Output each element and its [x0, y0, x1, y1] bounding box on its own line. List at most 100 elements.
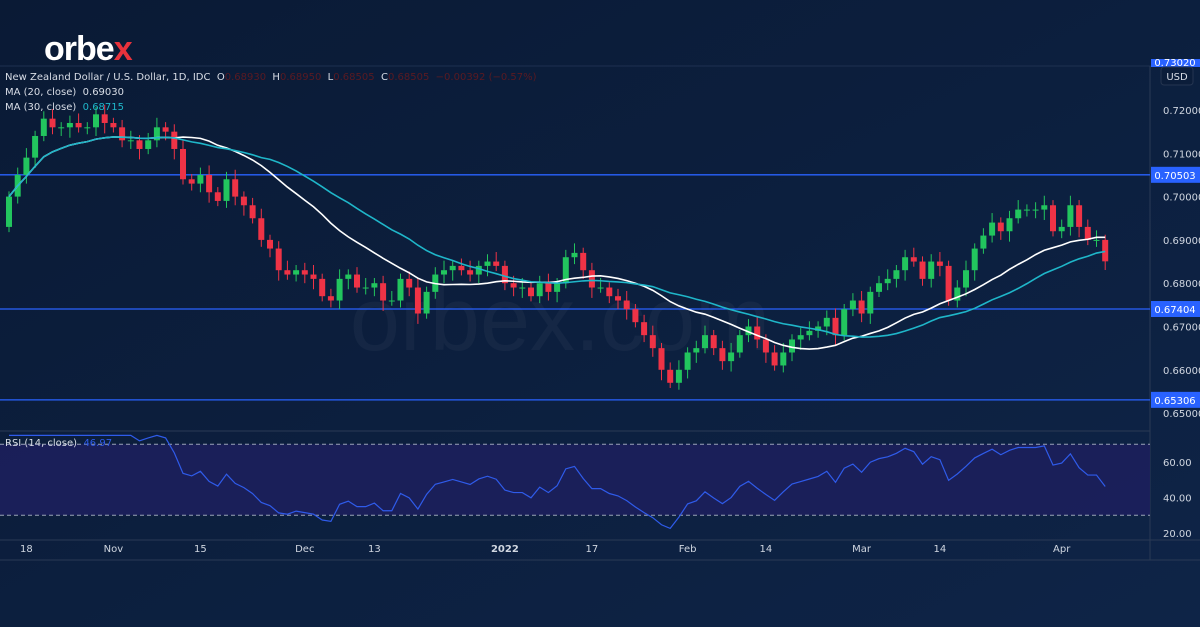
candle-down: [284, 270, 291, 275]
candle-down: [858, 300, 865, 314]
candle-down: [658, 348, 665, 370]
time-tick-label: 15: [194, 544, 207, 555]
ma20-legend[interactable]: MA (20, close) 0.69030: [5, 87, 124, 98]
candle-down: [180, 148, 186, 180]
candle-up: [1041, 205, 1048, 210]
time-tick-label: Apr: [1053, 544, 1071, 555]
ma30-legend[interactable]: MA (30, close) 0.68715: [5, 102, 124, 113]
time-tick-label: 18: [20, 544, 33, 555]
candle-down: [301, 270, 308, 275]
rsi-tick-label: 20.00: [1163, 529, 1192, 540]
candle-up: [1093, 239, 1100, 241]
candle-up: [849, 300, 856, 310]
candle-down: [1102, 239, 1109, 262]
candle-up: [684, 352, 691, 370]
candle-up: [371, 283, 378, 288]
candle-up: [58, 127, 65, 129]
candle-down: [754, 326, 761, 340]
candle-down: [719, 348, 726, 362]
candle-down: [171, 131, 178, 149]
currency-label: USD: [1166, 72, 1188, 83]
candle-up: [519, 287, 526, 289]
candle-up: [571, 252, 578, 258]
candle-up: [449, 265, 456, 271]
candle-down: [162, 127, 169, 132]
candle-up: [823, 317, 830, 327]
candle-down: [588, 270, 595, 288]
orbex-logo: orbex: [44, 30, 133, 69]
candle-down: [414, 287, 421, 314]
candle-down: [1084, 226, 1091, 240]
candle-up: [1006, 218, 1013, 232]
time-tick-label: 13: [368, 544, 381, 555]
candle-up: [902, 257, 909, 271]
candle-up: [954, 287, 961, 301]
candle-down: [406, 278, 413, 288]
candle-down: [945, 265, 952, 301]
candle-up: [797, 335, 804, 340]
candle-up: [484, 261, 491, 266]
candle-down: [232, 179, 239, 197]
rsi-tick-label: 40.00: [1163, 494, 1192, 505]
candle-down: [832, 317, 839, 336]
candle-down: [771, 352, 778, 366]
candle-up: [153, 127, 160, 141]
candle-down: [267, 239, 273, 249]
candle-up: [702, 335, 708, 349]
rsi-value: 46.97: [83, 438, 113, 449]
candle-down: [101, 114, 108, 123]
candle-down: [501, 265, 508, 284]
low-label: L: [327, 72, 334, 83]
candle-up: [223, 179, 230, 201]
candle-up: [293, 270, 300, 275]
candle-up: [32, 135, 39, 158]
candle-down: [615, 296, 621, 301]
candle-up: [1032, 209, 1039, 211]
candle-down: [258, 218, 265, 240]
candle-down: [206, 174, 213, 193]
high-label: H: [272, 72, 280, 83]
ma20-line: [8, 136, 1106, 350]
symbol-title: New Zealand Dollar / U.S. Dollar, 1D, ID…: [5, 72, 211, 83]
candle-up: [971, 248, 978, 271]
close-label: C: [380, 72, 388, 83]
candle-up: [562, 257, 569, 284]
time-tick-label: 2022: [491, 544, 519, 555]
level-price-tag: [1151, 301, 1200, 318]
rsi-legend[interactable]: RSI (14, close) 46.97: [5, 438, 112, 449]
candle-up: [93, 114, 99, 128]
top-price-label: 0.73020: [1154, 58, 1195, 69]
candle-down: [380, 283, 387, 301]
candle-up: [841, 309, 848, 336]
candle-down: [493, 261, 500, 266]
candle-up: [1015, 209, 1022, 219]
candle-down: [49, 118, 56, 128]
candle-down: [667, 369, 674, 383]
candle-down: [188, 179, 195, 184]
rsi-tick-label: 60.00: [1163, 458, 1192, 469]
candle-up: [780, 352, 787, 366]
level-price-label: 0.70503: [1154, 171, 1195, 182]
candle-down: [641, 322, 648, 336]
candle-down: [528, 287, 534, 297]
candle-up: [423, 291, 430, 314]
candle-up: [1058, 226, 1065, 232]
candle-down: [997, 222, 1004, 232]
open-label: O: [216, 72, 225, 83]
currency-badge: [1160, 66, 1194, 86]
candle-up: [554, 283, 561, 292]
candle-up: [336, 278, 343, 301]
ma30-value: 0.68715: [82, 102, 125, 113]
open-value: 0.68930: [224, 72, 267, 83]
change-value: −0.00392 (−0.57%): [435, 72, 537, 83]
candle-up: [963, 270, 969, 288]
symbol-legend: New Zealand Dollar / U.S. Dollar, 1D, ID…: [5, 72, 537, 83]
level-price-tag: [1151, 166, 1200, 183]
logo-accent: x: [113, 30, 133, 68]
candle-up: [362, 287, 369, 289]
time-tick-label: 14: [934, 544, 947, 555]
